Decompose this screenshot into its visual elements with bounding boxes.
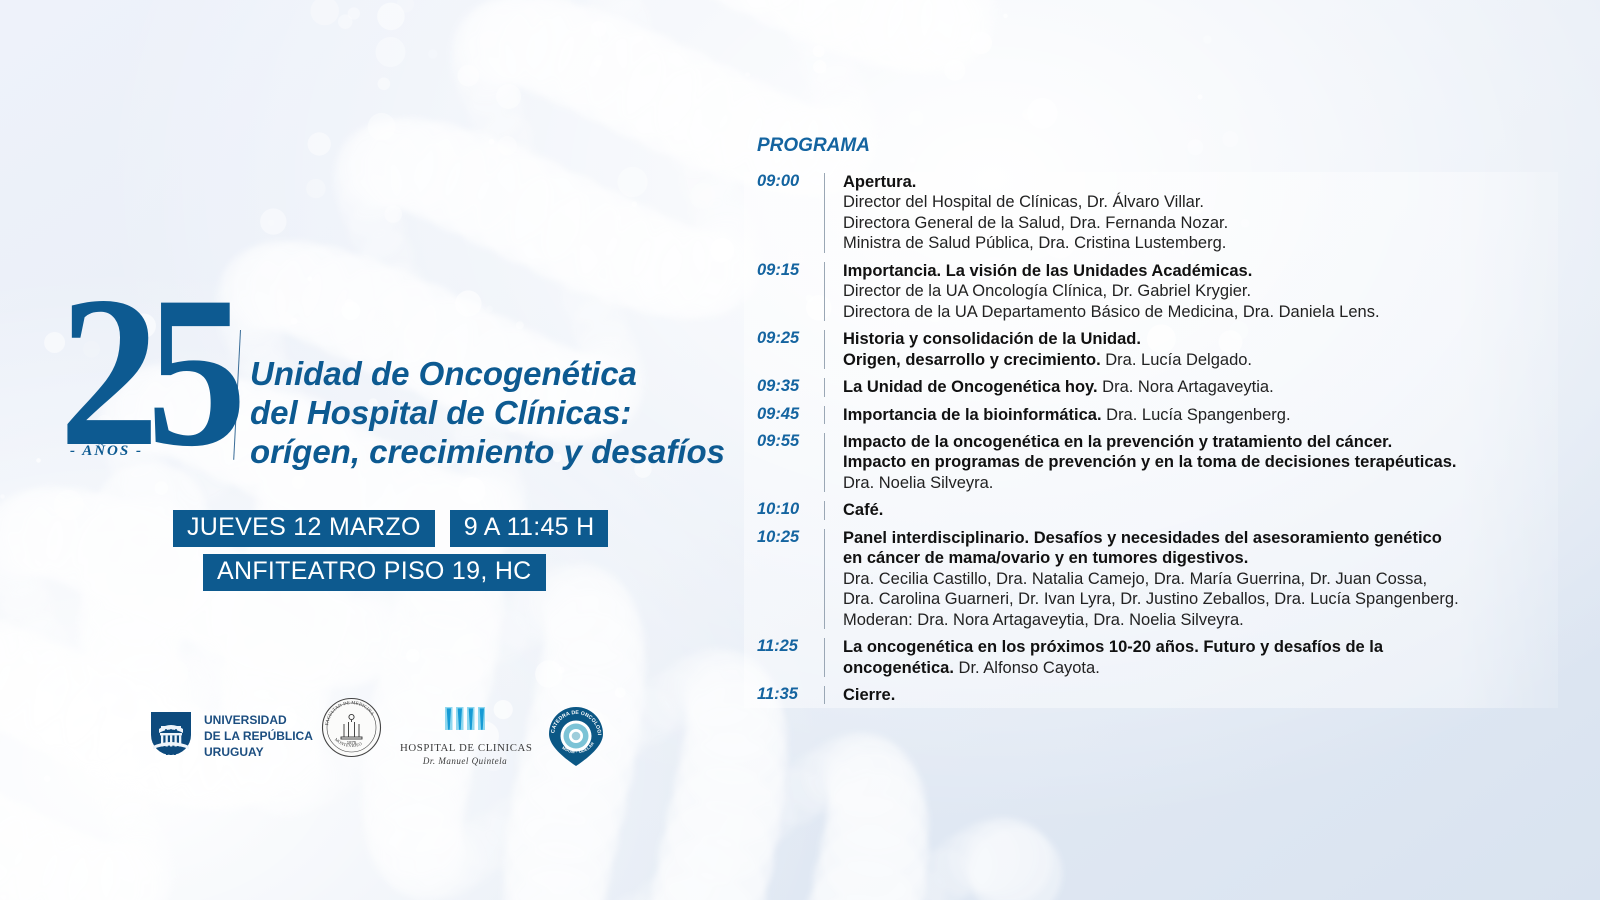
svg-text:1875: 1875 bbox=[347, 740, 357, 745]
